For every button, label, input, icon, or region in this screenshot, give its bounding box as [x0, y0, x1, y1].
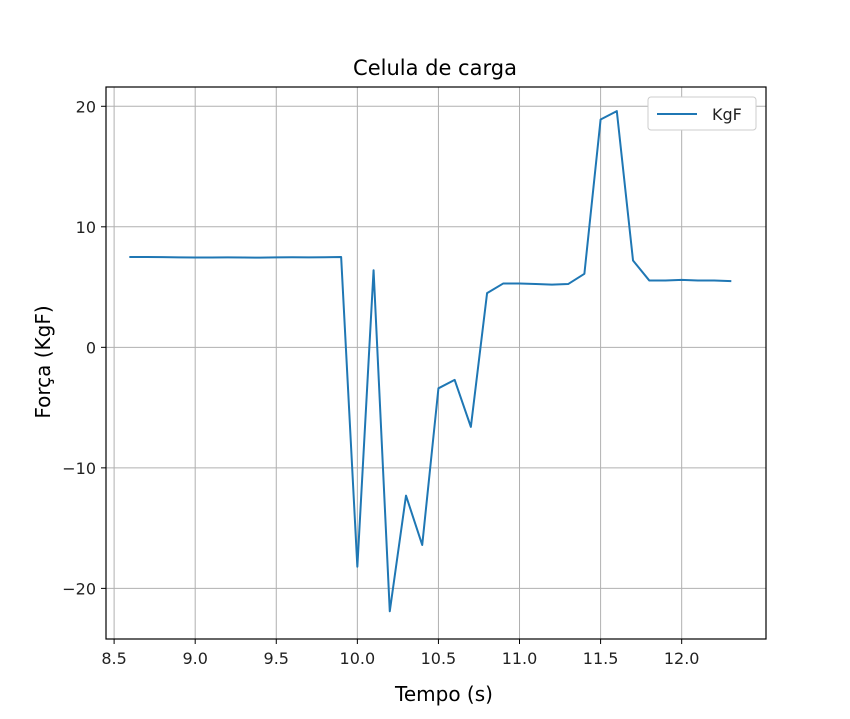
x-tick-label: 11.0: [502, 649, 538, 668]
y-tick-label: 20: [76, 97, 96, 116]
x-tick-label: 12.0: [664, 649, 700, 668]
x-tick-label: 9.5: [264, 649, 289, 668]
x-tick-label: 11.5: [583, 649, 619, 668]
grid-lines: [106, 87, 766, 639]
x-tick-label: 10.5: [421, 649, 457, 668]
series-layer: [129, 110, 732, 613]
x-tick-label: 9.0: [182, 649, 207, 668]
legend: KgF: [647, 96, 757, 131]
x-tick-label: 8.5: [101, 649, 126, 668]
x-axis-title: Tempo (s): [394, 682, 493, 706]
x-tick-labels: 8.5 9.0 9.5 10.0 10.5 11.0 11.5 12.0: [101, 649, 699, 668]
x-tick-label: 10.0: [340, 649, 376, 668]
y-tick-label: −10: [62, 459, 96, 478]
tick-marks: [101, 105, 683, 644]
series-line-kgf: [129, 110, 732, 613]
y-tick-labels: −20 −10 0 10 20: [62, 97, 96, 598]
plot-frame: [105, 86, 767, 640]
y-axis-title: Força (KgF): [31, 305, 55, 418]
legend-box: [647, 96, 757, 131]
y-tick-label: −20: [62, 579, 96, 598]
y-tick-label: 10: [76, 218, 96, 237]
chart-title: Celula de carga: [353, 56, 517, 80]
legend-label-kgf: KgF: [712, 105, 742, 124]
y-tick-label: 0: [86, 338, 96, 357]
